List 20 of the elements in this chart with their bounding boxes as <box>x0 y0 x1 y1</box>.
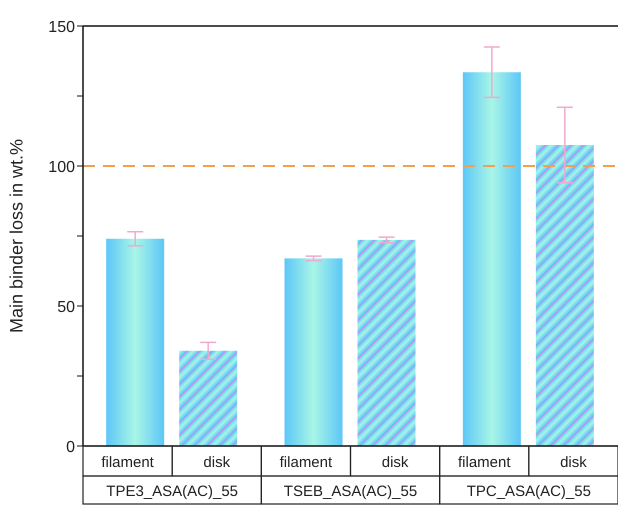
y-tick-label: 50 <box>57 299 76 316</box>
text: filament <box>280 454 332 471</box>
series-label: filament <box>101 454 155 471</box>
x-tick-label: TSEB_ASA(AC)_55 <box>284 483 418 500</box>
bar <box>106 238 164 446</box>
y-tick-label: 100 <box>48 159 76 176</box>
x-tick-label: TPC_ASA(AC)_55 <box>466 483 591 500</box>
series-label: disk <box>203 454 231 471</box>
text: filament <box>458 454 511 471</box>
y-tick-label: 150 <box>48 19 76 36</box>
text: disk <box>560 454 587 471</box>
y-axis-title: Main binder loss in wt.% <box>6 138 26 334</box>
text: disk <box>382 454 408 471</box>
bar <box>179 350 238 446</box>
bar <box>462 72 521 446</box>
x-tick-label: TPE3_ASA(AC)_55 <box>106 483 238 500</box>
bar <box>536 145 594 446</box>
bar <box>284 258 343 446</box>
y-tick-label: 0 <box>66 439 76 456</box>
bar <box>358 240 416 446</box>
